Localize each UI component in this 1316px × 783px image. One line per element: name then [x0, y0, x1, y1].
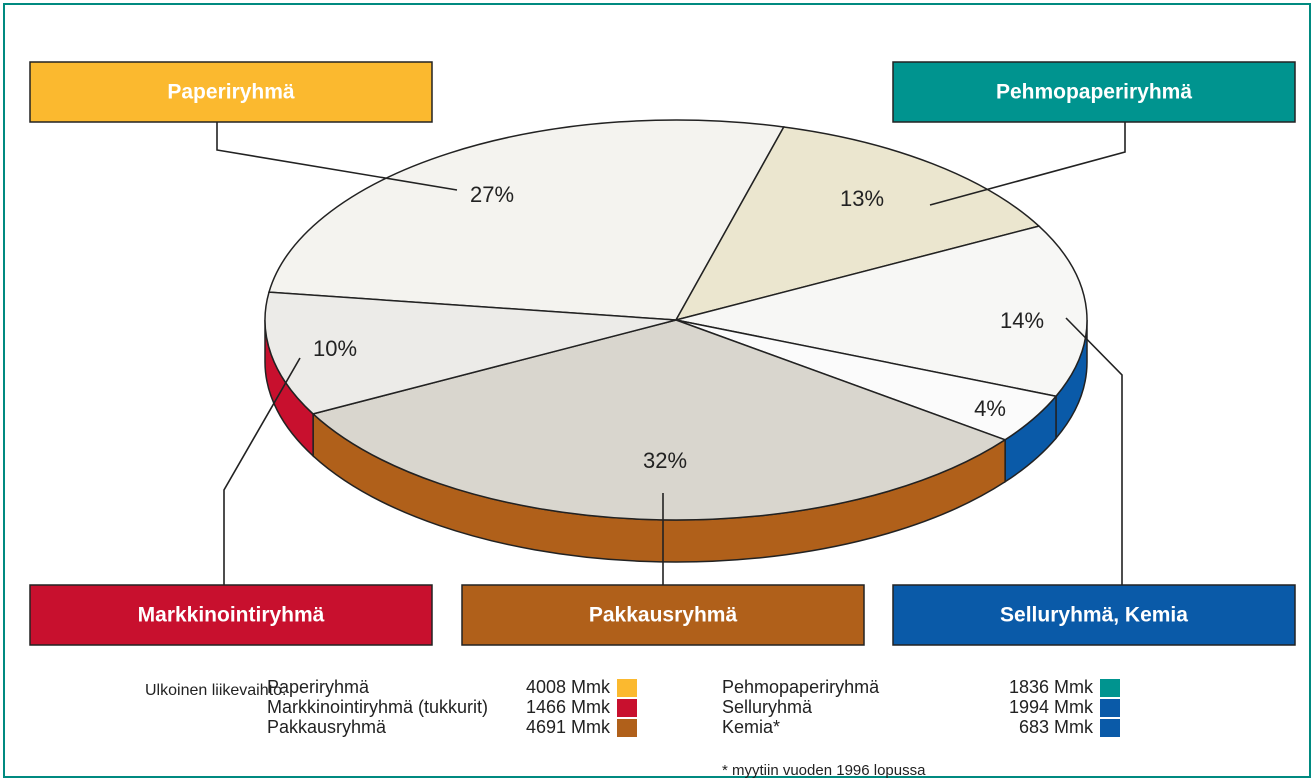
legend-name: Markkinointiryhmä (tukkurit): [267, 697, 488, 717]
legend-name: Kemia*: [722, 717, 780, 737]
legend-name: Pehmopaperiryhmä: [722, 677, 880, 697]
data-label: 13%: [840, 186, 884, 211]
data-label: 4%: [974, 396, 1006, 421]
pie: 27% 13% 14% 4% 32% 10%: [265, 120, 1087, 562]
legend-amount: 4008 Mmk: [526, 677, 611, 697]
legend-amount: 4691 Mmk: [526, 717, 611, 737]
data-label: 27%: [470, 182, 514, 207]
data-label: 32%: [643, 448, 687, 473]
data-label: 14%: [1000, 308, 1044, 333]
legend-amount: 683 Mmk: [1019, 717, 1094, 737]
legend-name: Paperiryhmä: [267, 677, 370, 697]
legend-amount: 1836 Mmk: [1009, 677, 1094, 697]
footnote: * myytiin vuoden 1996 lopussa: [722, 762, 926, 779]
chart: 27% 13% 14% 4% 32% 10% Paperiryhmä Pehmopaperi…: [0, 0, 1316, 783]
legend-amount: 1466 Mmk: [526, 697, 611, 717]
legend-name: Selluryhmä: [722, 697, 813, 717]
legend-title: Ulkoinen liikevaihto:: [145, 682, 286, 699]
legend-amount: 1994 Mmk: [1009, 697, 1094, 717]
legend-swatch: [617, 719, 637, 737]
legend-swatch: [617, 679, 637, 697]
legend-swatch: [1100, 679, 1120, 697]
legend-name: Pakkausryhmä: [267, 717, 387, 737]
legend-swatch: [617, 699, 637, 717]
callout-label: Selluryhmä, Kemia: [1000, 604, 1188, 627]
legend-swatch: [1100, 719, 1120, 737]
legend-swatch: [1100, 699, 1120, 717]
data-label: 10%: [313, 336, 357, 361]
callout-label: Pehmopaperiryhmä: [996, 81, 1192, 104]
callout-label: Markkinointiryhmä: [138, 604, 325, 627]
callout-label: Pakkausryhmä: [589, 604, 738, 627]
callout-label: Paperiryhmä: [167, 81, 295, 104]
